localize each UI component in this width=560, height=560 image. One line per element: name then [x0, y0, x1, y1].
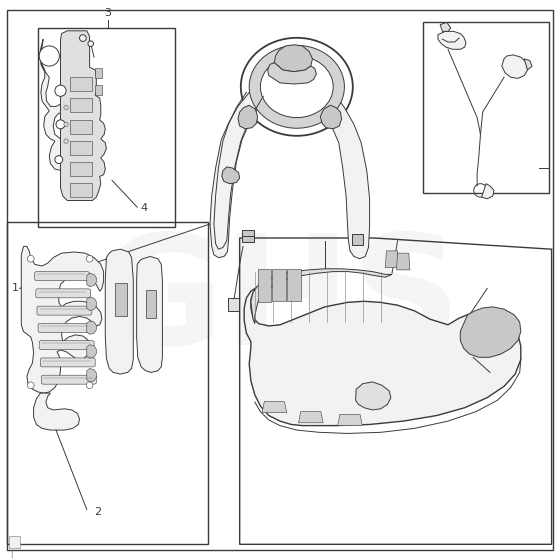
Circle shape	[39, 46, 59, 66]
Bar	[242, 230, 254, 242]
Polygon shape	[272, 269, 286, 301]
Circle shape	[55, 85, 66, 96]
Bar	[70, 77, 92, 91]
Polygon shape	[105, 249, 133, 374]
Bar	[70, 162, 92, 176]
Text: 1: 1	[12, 283, 20, 293]
Polygon shape	[460, 307, 521, 357]
Bar	[352, 234, 363, 245]
Polygon shape	[251, 269, 392, 324]
Polygon shape	[36, 289, 91, 298]
Polygon shape	[287, 269, 301, 301]
Bar	[95, 68, 102, 78]
Polygon shape	[87, 321, 96, 334]
Polygon shape	[222, 167, 240, 184]
Polygon shape	[40, 39, 94, 188]
Bar	[9, 536, 20, 548]
Polygon shape	[502, 55, 528, 78]
Polygon shape	[356, 382, 391, 410]
Bar	[423, 22, 549, 193]
Polygon shape	[137, 256, 162, 372]
Polygon shape	[396, 253, 410, 270]
Circle shape	[55, 156, 63, 164]
Circle shape	[56, 120, 65, 129]
Polygon shape	[21, 246, 104, 393]
Bar	[70, 184, 92, 198]
Polygon shape	[298, 412, 323, 423]
Bar	[115, 283, 127, 316]
Polygon shape	[244, 287, 521, 426]
Text: GHS: GHS	[99, 228, 461, 377]
Polygon shape	[258, 269, 271, 302]
Circle shape	[27, 255, 34, 262]
Text: 3: 3	[104, 8, 111, 18]
Polygon shape	[60, 31, 106, 200]
Bar	[146, 290, 156, 318]
Polygon shape	[87, 368, 96, 382]
Circle shape	[64, 122, 68, 127]
Polygon shape	[87, 273, 96, 287]
Polygon shape	[268, 63, 316, 84]
Polygon shape	[438, 31, 466, 49]
Ellipse shape	[260, 56, 333, 118]
Polygon shape	[274, 45, 312, 72]
Circle shape	[80, 35, 86, 41]
Polygon shape	[338, 414, 362, 426]
Bar	[38, 28, 175, 227]
Polygon shape	[210, 90, 273, 258]
Polygon shape	[440, 22, 451, 31]
Polygon shape	[238, 105, 258, 129]
Polygon shape	[35, 272, 90, 281]
Bar	[70, 120, 92, 134]
Polygon shape	[87, 345, 96, 358]
Polygon shape	[307, 90, 370, 259]
Bar	[70, 99, 92, 113]
Text: 2: 2	[95, 507, 101, 517]
Polygon shape	[482, 184, 494, 199]
Polygon shape	[41, 375, 96, 384]
Polygon shape	[524, 59, 532, 70]
Circle shape	[86, 382, 93, 389]
Polygon shape	[40, 358, 95, 367]
Polygon shape	[87, 297, 96, 311]
Circle shape	[27, 382, 34, 389]
Bar	[7, 222, 208, 544]
Bar	[70, 141, 92, 155]
Polygon shape	[39, 340, 94, 349]
Ellipse shape	[249, 45, 344, 128]
Circle shape	[86, 255, 93, 262]
Text: 4: 4	[141, 203, 148, 213]
Bar	[95, 85, 102, 95]
Polygon shape	[385, 251, 399, 268]
Polygon shape	[37, 306, 92, 315]
Circle shape	[88, 41, 94, 46]
Polygon shape	[34, 393, 80, 430]
Polygon shape	[38, 324, 93, 333]
Polygon shape	[320, 105, 342, 129]
Text: |: |	[10, 551, 12, 558]
Circle shape	[64, 105, 68, 110]
Circle shape	[64, 139, 68, 143]
Polygon shape	[262, 402, 287, 413]
Bar	[228, 298, 239, 311]
